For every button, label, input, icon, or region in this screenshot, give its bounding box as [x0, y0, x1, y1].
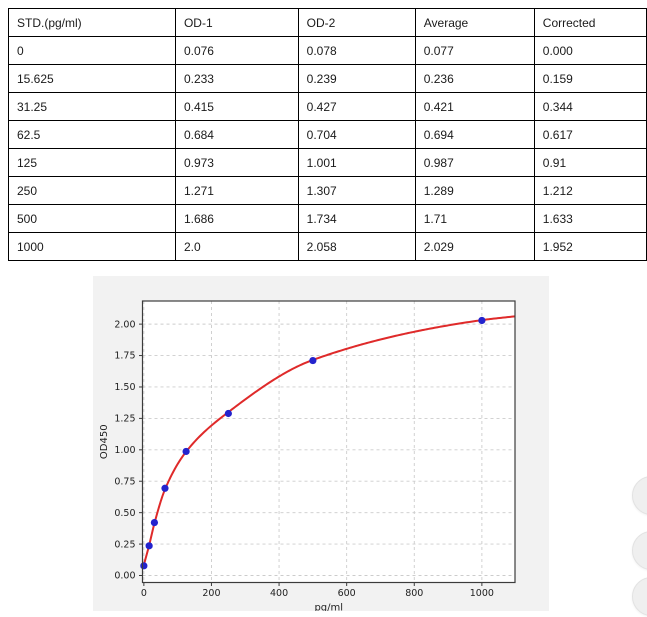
y-tick-label: 0.25 — [114, 539, 135, 550]
table-cell: 0.91 — [533, 148, 647, 177]
table-cell: 250 — [8, 176, 176, 205]
data-point — [140, 562, 148, 570]
standard-curve-table: STD.(pg/ml) OD-1 OD-2 Average Corrected 0 0.0… — [8, 8, 647, 261]
x-tick-label: 0 — [141, 588, 147, 599]
table-cell: 2.058 — [297, 232, 416, 261]
floating-button[interactable] — [632, 531, 647, 570]
table-row: 125 0.973 1.001 0.987 0.91 — [8, 148, 647, 177]
data-point — [150, 518, 159, 527]
x-tick-label: 800 — [405, 588, 423, 599]
table-cell: 0.427 — [297, 92, 416, 121]
table-body: 0 0.076 0.078 0.077 0.000 15.625 0.233 0.239 0.2… — [8, 36, 647, 261]
table-row: 250 1.271 1.307 1.289 1.212 — [8, 176, 647, 205]
table-cell: 1.307 — [297, 176, 416, 205]
data-point — [224, 409, 232, 418]
table-cell: 15.625 — [8, 64, 176, 93]
standard-curve-figure: 0 200 400 600 800 1000 0.00 0.25 0.50 0.75 1.00 1.2… — [93, 276, 549, 611]
table-row: STD.(pg/ml) OD-1 OD-2 Average Corrected — [8, 8, 647, 37]
table-cell: 500 — [8, 204, 176, 233]
floating-button[interactable] — [632, 577, 647, 616]
plot-border — [141, 300, 516, 584]
table-cell: 1.686 — [174, 204, 299, 233]
y-tick-label: 0.00 — [114, 571, 135, 582]
header-cell: STD.(pg/ml) — [8, 8, 176, 37]
x-tick-label: 1000 — [470, 588, 494, 599]
y-tick-label: 0.75 — [114, 476, 135, 487]
table-row: 1000 2.0 2.058 2.029 1.952 — [8, 232, 647, 261]
table-cell: 0.076 — [174, 36, 299, 65]
table-cell: 1.289 — [414, 176, 535, 205]
header-cell: OD-2 — [297, 8, 416, 37]
x-tick-label: 400 — [270, 588, 288, 599]
x-axis-label: pg/ml — [314, 603, 343, 612]
y-tick-label: 0.50 — [114, 508, 135, 519]
y-tick-label: 1.50 — [114, 382, 135, 393]
x-tick-label: 200 — [202, 588, 220, 599]
table-cell: 0 — [8, 36, 176, 65]
data-point — [161, 484, 169, 492]
table-cell: 1.001 — [297, 148, 416, 177]
table-cell: 0.987 — [414, 148, 535, 177]
table-cell: 0.159 — [533, 64, 647, 93]
table-row: 62.5 0.684 0.704 0.694 0.617 — [8, 120, 647, 149]
table-cell: 0.684 — [174, 120, 299, 149]
y-tick-label: 1.75 — [114, 351, 135, 362]
table-row: 500 1.686 1.734 1.71 1.633 — [8, 204, 647, 233]
table-row: 31.25 0.415 0.427 0.421 0.344 — [8, 92, 647, 121]
data-point — [478, 316, 486, 325]
table-cell: 2.029 — [414, 232, 535, 261]
table-header-row: STD.(pg/ml) OD-1 OD-2 Average Corrected — [8, 8, 647, 37]
table-cell: 1.71 — [414, 204, 535, 233]
table-cell: 0.704 — [297, 120, 416, 149]
table-cell: 0.233 — [174, 64, 299, 93]
table-cell: 0.973 — [174, 148, 299, 177]
table-cell: 0.617 — [533, 120, 647, 149]
floating-button[interactable] — [632, 476, 647, 515]
table-cell: 2.0 — [174, 232, 299, 261]
table-cell: 1000 — [8, 232, 176, 261]
table-cell: 1.734 — [297, 204, 416, 233]
table-cell: 0.344 — [533, 92, 647, 121]
data-point — [309, 356, 317, 365]
plot-area — [142, 301, 515, 583]
table-row: 15.625 0.233 0.239 0.236 0.159 — [8, 64, 647, 93]
data-point — [145, 542, 153, 550]
table-cell: 31.25 — [8, 92, 176, 121]
fit-curve — [142, 315, 516, 566]
table-cell: 1.212 — [533, 176, 647, 205]
y-tick-label: 1.25 — [114, 414, 135, 425]
table-cell: 0.694 — [414, 120, 535, 149]
table-cell: 0.077 — [414, 36, 535, 65]
table-row: 0 0.076 0.078 0.077 0.000 — [8, 36, 647, 65]
y-tick-label: 2.00 — [114, 319, 135, 330]
table-cell: 0.000 — [533, 36, 647, 65]
table-cell: 125 — [8, 148, 176, 177]
header-cell: OD-1 — [174, 8, 299, 37]
table-cell: 0.239 — [297, 64, 416, 93]
y-tick-label: 1.00 — [114, 445, 135, 456]
table-cell: 1.633 — [533, 204, 647, 233]
header-cell: Corrected — [533, 8, 647, 37]
table-cell: 62.5 — [8, 120, 176, 149]
table-cell: 0.421 — [414, 92, 535, 121]
x-tick-label: 600 — [338, 588, 356, 599]
table-cell: 0.078 — [297, 36, 416, 65]
y-axis-label: OD450 — [99, 424, 110, 459]
table-cell: 1.952 — [533, 232, 647, 261]
table-cell: 1.271 — [174, 176, 299, 205]
header-cell: Average — [414, 8, 535, 37]
standard-curve-chart: 0 200 400 600 800 1000 0.00 0.25 0.50 0.75 1.00 1.2… — [99, 300, 516, 612]
table-cell: 0.236 — [414, 64, 535, 93]
data-point — [182, 447, 190, 456]
table-cell: 0.415 — [174, 92, 299, 121]
